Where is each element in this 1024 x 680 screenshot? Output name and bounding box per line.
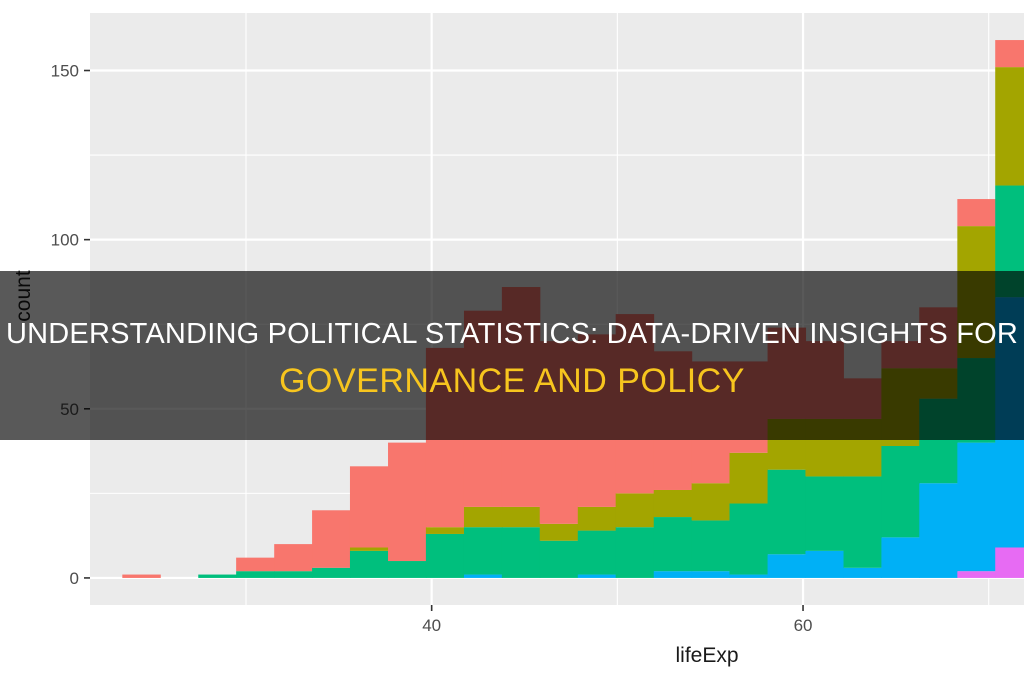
title-banner <box>0 271 1024 440</box>
histogram-bar <box>729 452 768 504</box>
histogram-bar <box>995 547 1024 578</box>
y-tick-label: 100 <box>51 231 79 250</box>
histogram-bar <box>312 510 351 568</box>
histogram-bar <box>501 506 541 528</box>
x-axis: 40 60 <box>422 605 812 635</box>
histogram-bar <box>122 574 161 578</box>
histogram-bar <box>653 571 693 578</box>
histogram-bar <box>729 574 768 578</box>
histogram-bar <box>957 199 996 227</box>
histogram-bar <box>274 571 313 578</box>
histogram-bar <box>349 466 389 548</box>
x-axis-title: lifeExp <box>675 644 738 667</box>
histogram-bar <box>388 561 427 578</box>
histogram-bar <box>236 557 275 572</box>
histogram-bar <box>388 442 427 562</box>
histogram-bar <box>653 517 693 572</box>
histogram-bar <box>577 574 617 578</box>
histogram-bar <box>349 547 389 551</box>
histogram-bar <box>691 483 731 521</box>
histogram-bar <box>881 537 920 578</box>
histogram-bar <box>539 540 579 578</box>
histogram-bar <box>615 493 655 528</box>
histogram-bar <box>425 527 465 534</box>
histogram-bar <box>691 520 731 572</box>
histogram-bar <box>577 506 617 531</box>
y-tick-label: 0 <box>70 569 79 588</box>
histogram-bar <box>843 476 882 568</box>
histogram-bar <box>539 523 579 541</box>
histogram-bar <box>729 503 768 575</box>
histogram-bar <box>577 530 617 575</box>
histogram-bar <box>236 571 275 578</box>
histogram-bar <box>463 527 503 575</box>
histogram-bar <box>653 489 693 518</box>
histogram-bar <box>957 571 996 578</box>
histogram-bar <box>312 567 351 578</box>
y-tick-label: 150 <box>51 62 79 81</box>
histogram-bar <box>767 469 807 555</box>
histogram-bar <box>198 574 237 578</box>
histogram-bar <box>995 40 1024 68</box>
histogram-bar <box>805 476 844 551</box>
histogram-bar <box>274 544 313 572</box>
histogram-bar <box>691 571 731 578</box>
histogram-bar <box>919 483 958 578</box>
histogram-bar <box>349 550 389 578</box>
histogram-bar <box>805 550 844 578</box>
histogram-bar <box>463 506 503 528</box>
histogram-bar <box>843 567 882 578</box>
histogram-bar <box>767 554 807 578</box>
histogram-bar <box>881 446 920 538</box>
histogram-bar <box>463 574 503 578</box>
histogram-bar <box>957 442 996 572</box>
histogram-bar <box>615 527 655 578</box>
title-line-2: GOVERNANCE AND POLICY <box>279 362 745 400</box>
title-line-1: UNDERSTANDING POLITICAL STATISTICS: DATA… <box>5 318 1019 350</box>
x-tick-label: 40 <box>422 616 441 635</box>
histogram-bar <box>501 527 541 578</box>
x-tick-label: 60 <box>794 616 813 635</box>
histogram-bar <box>425 533 465 578</box>
histogram-bar <box>995 67 1024 186</box>
